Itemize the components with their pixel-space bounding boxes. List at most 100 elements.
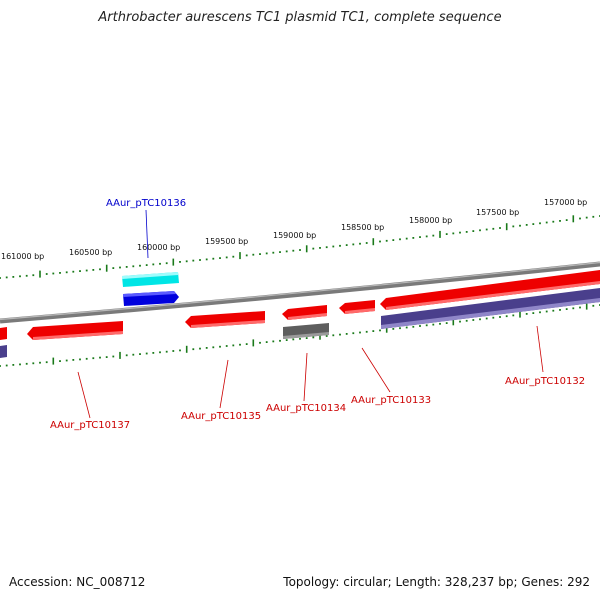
minor-tick — [25, 362, 28, 365]
minor-tick — [432, 323, 435, 326]
minor-tick — [545, 221, 548, 224]
minor-tick — [125, 354, 128, 357]
minor-tick — [299, 337, 301, 340]
major-tick — [319, 332, 321, 340]
minor-tick — [132, 265, 135, 268]
minor-tick — [352, 332, 355, 335]
minor-tick — [292, 338, 295, 341]
major-tick — [439, 230, 441, 238]
minor-tick — [265, 252, 268, 255]
minor-tick — [345, 244, 348, 246]
minor-tick — [219, 257, 221, 259]
minor-tick — [192, 348, 195, 351]
minor-tick — [312, 247, 315, 250]
minor-tick — [545, 310, 548, 313]
minor-tick — [399, 327, 401, 330]
gene-aaur-ptc10132-red[interactable] — [380, 270, 600, 310]
leader-line-ptc10134 — [303, 352, 308, 402]
major-tick — [505, 223, 508, 231]
minor-tick — [219, 345, 221, 348]
minor-tick — [212, 257, 215, 260]
bp-label: 158500 bp — [341, 223, 384, 232]
minor-tick — [165, 262, 168, 265]
minor-tick — [59, 272, 61, 274]
minor-tick — [332, 245, 335, 248]
minor-tick — [125, 266, 128, 268]
minor-tick — [372, 330, 375, 332]
gene-left-edge-purple[interactable] — [0, 345, 7, 358]
bp-label: 159000 bp — [273, 231, 316, 240]
gene-label-ptc10132[interactable]: AAur_pTC10132 — [505, 376, 585, 387]
minor-tick — [205, 347, 208, 349]
minor-tick — [479, 229, 481, 232]
minor-tick — [65, 359, 68, 362]
gene-aaur-ptc10133[interactable] — [339, 300, 375, 314]
minor-tick — [232, 255, 235, 258]
minor-tick — [145, 264, 148, 266]
minor-tick — [339, 333, 341, 336]
gene-label-ptc10137[interactable]: AAur_pTC10137 — [50, 420, 130, 431]
minor-tick — [105, 356, 108, 358]
bp-labels: 161000 bp 160500 bp 160000 bp 159500 bp … — [1, 198, 587, 261]
minor-tick — [19, 363, 21, 366]
minor-tick — [259, 253, 261, 255]
minor-tick — [339, 244, 341, 247]
minor-tick — [259, 341, 261, 344]
minor-tick — [359, 331, 361, 334]
minor-tick — [452, 232, 455, 235]
major-tick — [372, 238, 375, 246]
bp-label: 160500 bp — [69, 248, 112, 257]
gene-label-ptc10133[interactable]: AAur_pTC10133 — [351, 395, 431, 406]
gene-label-ptc10135[interactable]: AAur_pTC10135 — [181, 411, 261, 422]
minor-tick — [519, 224, 521, 227]
minor-tick — [385, 239, 388, 242]
bp-label: 157500 bp — [476, 208, 519, 217]
minor-tick — [19, 275, 21, 278]
gene-aaur-ptc10137[interactable] — [27, 321, 123, 340]
gene-aaur-ptc10134-red[interactable] — [282, 305, 327, 320]
gene-label-ptc10134[interactable]: AAur_pTC10134 — [266, 403, 346, 414]
minor-tick — [499, 316, 501, 318]
minor-tick — [199, 259, 201, 261]
bp-label: 159500 bp — [205, 237, 248, 246]
leader-line-ptc10133 — [361, 347, 391, 393]
minor-tick — [279, 339, 281, 342]
minor-tick — [225, 256, 228, 259]
gene-left-edge-red[interactable] — [0, 327, 7, 340]
major-tick — [585, 302, 588, 310]
minor-tick — [32, 274, 35, 277]
minor-tick — [392, 328, 395, 330]
minor-tick — [272, 251, 275, 254]
minor-tick — [579, 306, 581, 309]
major-tick — [452, 318, 455, 326]
minor-tick — [132, 353, 135, 356]
major-tick — [52, 357, 55, 365]
minor-tick — [585, 216, 588, 219]
minor-tick — [165, 350, 168, 353]
gene-aaur-ptc10136-blue[interactable] — [123, 291, 179, 306]
minor-tick — [205, 258, 208, 261]
leader-line-ptc10137 — [77, 371, 91, 419]
minor-tick — [252, 253, 255, 256]
minor-tick — [465, 231, 468, 233]
minor-tick — [159, 351, 161, 354]
minor-tick — [12, 364, 15, 366]
gene-label-ptc10136[interactable]: AAur_pTC10136 — [106, 198, 186, 209]
minor-tick — [285, 250, 288, 253]
minor-tick — [365, 242, 368, 244]
minor-tick — [425, 324, 428, 327]
gene-aaur-ptc10136-cyan[interactable] — [122, 272, 179, 287]
minor-tick — [285, 339, 288, 341]
minor-tick — [512, 314, 515, 317]
minor-tick — [45, 361, 48, 364]
minor-tick — [159, 262, 161, 265]
gene-aaur-ptc10132-purple[interactable] — [381, 288, 600, 329]
gene-aaur-ptc10134-gray[interactable] — [283, 323, 329, 339]
minor-tick — [512, 225, 515, 228]
gene-aaur-ptc10135[interactable] — [185, 311, 265, 328]
minor-tick — [525, 224, 528, 226]
minor-tick — [325, 335, 328, 337]
minor-tick — [459, 231, 461, 234]
minor-tick — [92, 269, 95, 271]
major-tick — [39, 270, 41, 278]
